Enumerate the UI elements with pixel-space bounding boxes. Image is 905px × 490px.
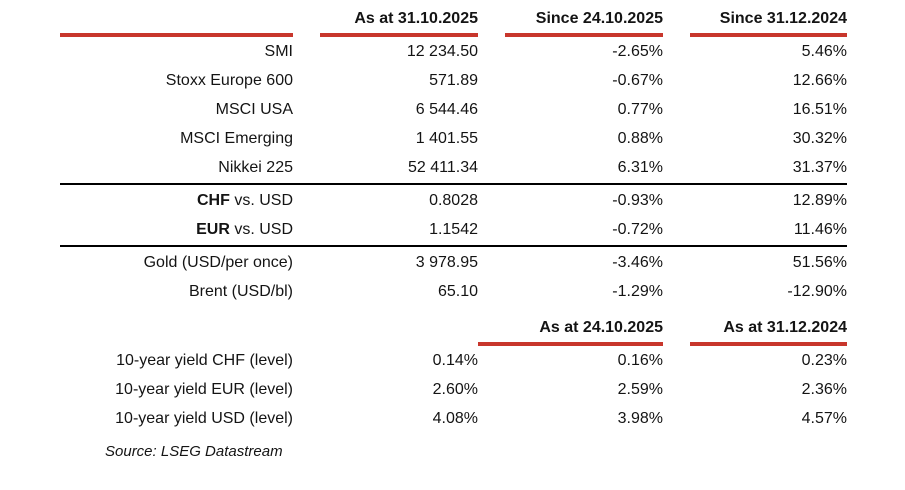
value-cell: 1.1542 (429, 220, 478, 238)
yield-table-header-row: As at 24.10.2025 As at 31.12.2024 (60, 314, 847, 346)
header-cell-since-week: Since 24.10.2025 (505, 5, 663, 37)
value-cell: 12.89% (792, 191, 847, 209)
value-cell: 3 978.95 (415, 253, 478, 271)
row-label: Stoxx Europe 600 (60, 72, 293, 90)
value-cell: 0.14% (432, 351, 478, 369)
row-label-text: Nikkei 225 (218, 158, 293, 176)
table-row-smi: SMI 12 234.50 -2.65% 5.46% (60, 37, 847, 66)
value-cell: 571.89 (429, 71, 478, 89)
table-row-msci-usa: MSCI USA 6 544.46 0.77% 16.51% (60, 95, 847, 124)
table-row-eur-usd: EUR vs. USD 1.1542 -0.72% 11.46% (60, 215, 847, 244)
row-label-text: vs. USD (229, 191, 293, 209)
section-divider (60, 183, 847, 185)
value-cell: 4.57% (801, 409, 847, 427)
section-divider (60, 245, 847, 247)
row-label: 10-year yield USD (level) (115, 409, 293, 427)
value-cell: 1 401.55 (415, 129, 478, 147)
row-label-bold: CHF (196, 191, 230, 209)
value-cell: 4.08% (432, 409, 478, 427)
value-cell: 2.36% (801, 380, 847, 398)
row-label: SMI (60, 43, 293, 61)
value-cell: 2.59% (617, 380, 663, 398)
value-cell: 0.23% (801, 351, 847, 369)
value-cell: 0.8028 (429, 191, 478, 209)
value-cell: 12 234.50 (406, 42, 478, 60)
row-label: 10-year yield CHF (level) (116, 351, 293, 369)
value-cell: 6 544.46 (415, 100, 478, 118)
header-cell-since-ytd: Since 31.12.2024 (690, 5, 847, 37)
value-cell: -1.29% (612, 282, 663, 300)
row-label-bold: EUR (196, 220, 230, 238)
value-cell: 3.98% (617, 409, 663, 427)
value-cell: -2.65% (612, 42, 663, 60)
header-cell-as-at-week: As at 24.10.2025 (478, 314, 663, 346)
row-label: Brent (USD/bl) (60, 283, 293, 301)
value-cell: 6.31% (617, 158, 663, 176)
value-cell: -0.67% (612, 71, 663, 89)
value-cell: -0.72% (612, 220, 663, 238)
source-note: Source: LSEG Datastream (105, 443, 283, 460)
value-cell: 16.51% (792, 100, 847, 118)
value-cell: 0.88% (617, 129, 663, 147)
row-label: CHF vs. USD (60, 192, 293, 210)
market-table-header-row: As at 31.10.2025 Since 24.10.2025 Since … (60, 5, 847, 37)
table-row-gold: Gold (USD/per once) 3 978.95 -3.46% 51.5… (60, 248, 847, 277)
value-cell: -3.46% (612, 253, 663, 271)
row-label: EUR vs. USD (60, 221, 293, 239)
value-cell: 2.60% (432, 380, 478, 398)
table-row-yield-eur: 10-year yield EUR (level) 2.60% 2.59% 2.… (60, 375, 847, 404)
row-label: Gold (USD/per once) (60, 254, 293, 272)
row-label-text: MSCI Emerging (180, 129, 293, 147)
value-cell: 12.66% (792, 71, 847, 89)
yield-table: As at 24.10.2025 As at 31.12.2024 10-yea… (60, 314, 847, 433)
row-label: 10-year yield EUR (level) (115, 380, 293, 398)
value-cell: 0.77% (617, 100, 663, 118)
value-cell: 52 411.34 (408, 158, 478, 176)
header-cell-as-at: As at 31.10.2025 (320, 5, 478, 37)
row-label: MSCI USA (60, 101, 293, 119)
value-cell: 30.32% (792, 129, 847, 147)
header-cell-as-at-year: As at 31.12.2024 (690, 314, 847, 346)
value-cell: 5.46% (801, 42, 847, 60)
row-label-text: MSCI USA (215, 100, 293, 118)
value-cell: -12.90% (787, 282, 847, 300)
table-row-chf-usd: CHF vs. USD 0.8028 -0.93% 12.89% (60, 186, 847, 215)
value-cell: -0.93% (612, 191, 663, 209)
value-cell: 31.37% (792, 158, 847, 176)
header-cell-empty (320, 314, 478, 346)
row-label-text: Stoxx Europe 600 (165, 71, 293, 89)
header-cell-empty (60, 5, 293, 37)
row-label-text: SMI (264, 42, 293, 60)
row-label-text: Gold (USD/per once) (143, 253, 293, 271)
header-cell-empty (60, 314, 293, 346)
row-label: MSCI Emerging (60, 130, 293, 148)
value-cell: 51.56% (792, 253, 847, 271)
table-row-msci-emerging: MSCI Emerging 1 401.55 0.88% 30.32% (60, 124, 847, 153)
value-cell: 65.10 (437, 282, 478, 300)
table-row-yield-chf: 10-year yield CHF (level) 0.14% 0.16% 0.… (60, 346, 847, 375)
row-label-text: Brent (USD/bl) (188, 282, 293, 300)
table-row-stoxx: Stoxx Europe 600 571.89 -0.67% 12.66% (60, 66, 847, 95)
table-row-yield-usd: 10-year yield USD (level) 4.08% 3.98% 4.… (60, 404, 847, 433)
row-label: Nikkei 225 (60, 159, 293, 177)
market-table: As at 31.10.2025 Since 24.10.2025 Since … (60, 5, 847, 306)
value-cell: 0.16% (617, 351, 663, 369)
table-row-brent: Brent (USD/bl) 65.10 -1.29% -12.90% (60, 277, 847, 306)
value-cell: 11.46% (793, 220, 847, 238)
table-row-nikkei: Nikkei 225 52 411.34 6.31% 31.37% (60, 153, 847, 182)
row-label-text: vs. USD (229, 220, 293, 238)
